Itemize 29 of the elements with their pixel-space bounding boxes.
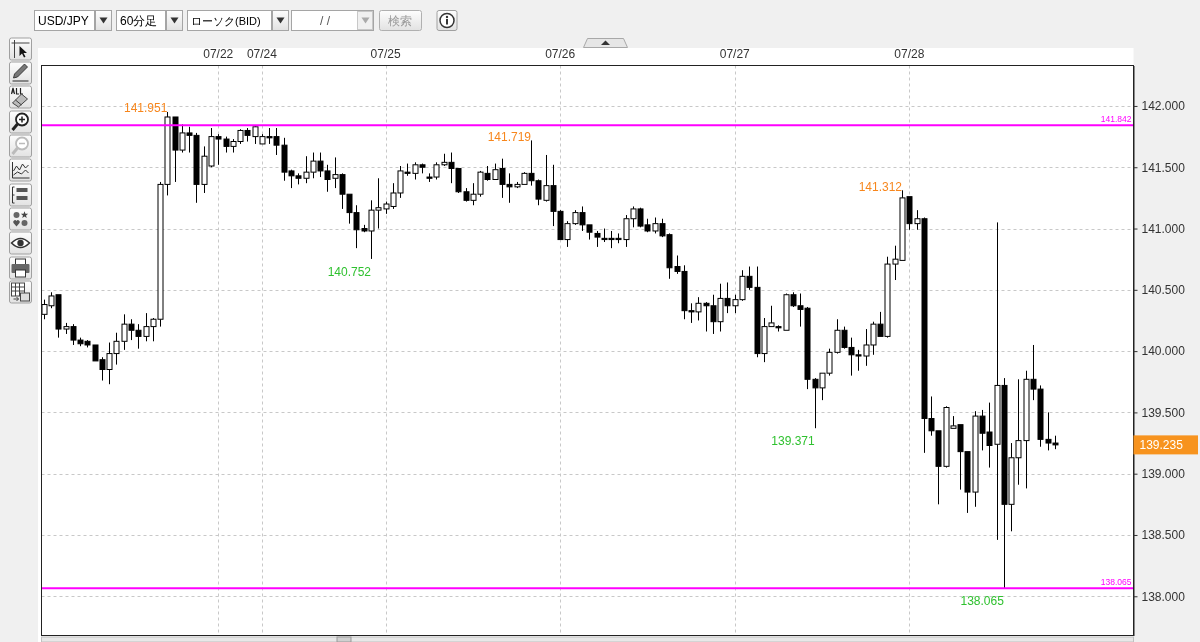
- x-tick-label: 07/22: [203, 47, 234, 61]
- y-tick-label: 139.000: [1141, 467, 1186, 482]
- x-tick-label: 07/24: [246, 47, 278, 61]
- y-tick-label: 141.500: [1141, 160, 1186, 175]
- y-tick-label: 138.000: [1141, 589, 1186, 604]
- x-tick-label: 07/28: [894, 47, 925, 61]
- x-tick-label: 07/25: [370, 47, 401, 61]
- annotation: 141.312: [858, 179, 903, 194]
- annotation: 139.371: [771, 434, 816, 449]
- y-tick-label: 142.000: [1141, 99, 1186, 114]
- annotation: 141.951: [123, 101, 168, 116]
- price-tag: 139.235: [1133, 435, 1198, 455]
- annotation: 140.752: [327, 264, 372, 279]
- chart-title: USD/JPY: [38, 13, 89, 28]
- search-button: 検索: [379, 10, 422, 31]
- ref-line-label: 141.842: [1100, 114, 1132, 125]
- x-tick-label: 07/27: [719, 47, 751, 61]
- y-tick-label: 139.500: [1141, 405, 1186, 420]
- candlestick: [594, 230, 601, 248]
- x-tick-label: 07/26: [545, 47, 576, 61]
- date-field: / /: [291, 10, 374, 31]
- y-tick-label: 140.500: [1141, 283, 1186, 298]
- ref-line-label: 138.065: [1100, 577, 1132, 588]
- y-tick-label: 141.000: [1141, 221, 1186, 236]
- y-tick-label: 138.500: [1141, 528, 1186, 543]
- annotation: 138.065: [960, 594, 1005, 609]
- chart-subtitle: 60分足: [120, 13, 158, 28]
- y-tick-label: 140.000: [1141, 344, 1186, 359]
- annotation: 141.719: [487, 129, 532, 144]
